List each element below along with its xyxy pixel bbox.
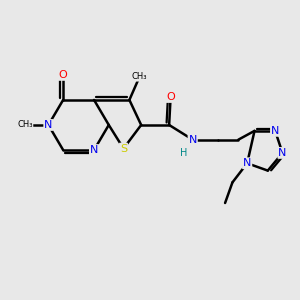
Text: H: H: [180, 148, 188, 158]
Text: CH₃: CH₃: [17, 121, 33, 130]
Text: N: N: [90, 145, 98, 155]
Text: S: S: [120, 143, 127, 154]
Text: N: N: [188, 135, 197, 145]
Text: O: O: [59, 70, 68, 80]
Text: N: N: [278, 148, 287, 158]
Text: O: O: [166, 92, 175, 102]
Text: N: N: [243, 158, 251, 168]
Text: CH₃: CH₃: [132, 72, 147, 81]
Text: N: N: [271, 126, 279, 136]
Text: N: N: [44, 120, 52, 130]
